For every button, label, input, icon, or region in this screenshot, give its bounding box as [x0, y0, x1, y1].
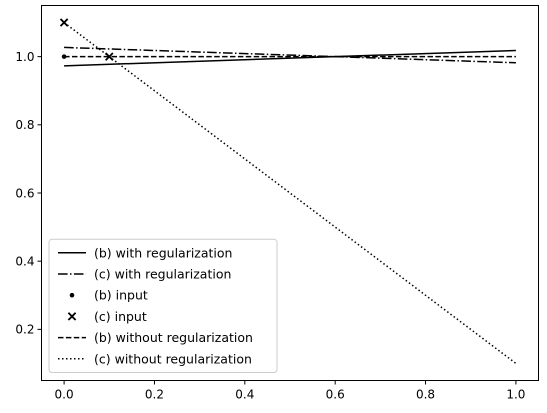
data-point-c-input: [105, 52, 114, 61]
legend-handle: [69, 292, 75, 298]
x-tick-label: 0.4: [235, 388, 254, 402]
y-tick-label: 0.4: [15, 254, 34, 268]
legend-entry-b-input: (b) input: [69, 288, 148, 303]
x-tick-label: 0.2: [145, 388, 164, 402]
legend-label: (c) input: [94, 309, 147, 324]
legend-label: (c) without regularization: [94, 351, 252, 366]
x-tick-label: 0.8: [416, 388, 435, 402]
series-line-b-with-regularization: [64, 49, 516, 67]
series-line-c-with-regularization: [64, 46, 516, 64]
data-point-c-input: [59, 18, 69, 27]
legend-box: [48, 238, 278, 373]
y-tick-label: 1.0: [15, 50, 34, 64]
series-layer: [59, 18, 517, 365]
x-tick-label: 1.0: [506, 388, 525, 402]
legend-entry-b-with-regularization: (b) with regularization: [58, 245, 232, 260]
y-tick-label: 0.6: [15, 186, 34, 200]
legend-entry-b-without-regularization: (b) without regularization: [58, 330, 253, 345]
y-tick-label: 0.2: [15, 323, 34, 337]
legend-entry-c-with-regularization: (c) with regularization: [58, 267, 231, 282]
y-tick-label: 0.8: [15, 118, 34, 132]
x-tick-label: 0.0: [55, 388, 74, 402]
legend-handle: [67, 312, 77, 321]
x-axis: 0.0 0.2 0.4 0.6 0.8 1.0: [55, 380, 525, 402]
y-axis: 0.2 0.4 0.6 0.8 1.0: [15, 50, 42, 337]
legend-label: (b) with regularization: [94, 245, 232, 260]
legend-label: (c) with regularization: [94, 267, 231, 282]
legend-label: (b) input: [94, 288, 148, 303]
data-point-b-input: [61, 54, 67, 59]
legend: (b) with regularization (c) with regulari…: [48, 238, 278, 373]
legend-label: (b) without regularization: [94, 330, 253, 345]
x-tick-label: 0.6: [326, 388, 345, 402]
legend-entry-c-without-regularization: (c) without regularization: [58, 351, 252, 366]
legend-entry-c-input: (c) input: [67, 309, 147, 324]
